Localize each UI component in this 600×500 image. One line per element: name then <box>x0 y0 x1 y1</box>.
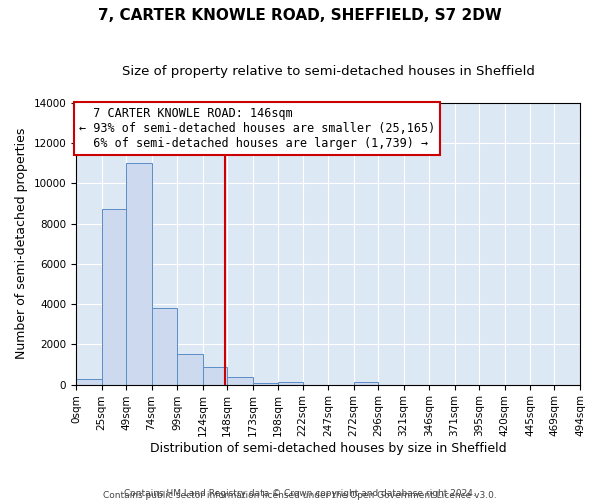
Bar <box>152 308 177 384</box>
Bar <box>76 378 101 384</box>
Text: 7 CARTER KNOWLE ROAD: 146sqm
← 93% of semi-detached houses are smaller (25,165)
: 7 CARTER KNOWLE ROAD: 146sqm ← 93% of se… <box>79 107 435 150</box>
Title: Size of property relative to semi-detached houses in Sheffield: Size of property relative to semi-detach… <box>122 65 535 78</box>
Bar <box>227 377 253 384</box>
Text: Contains public sector information licensed under the Open Government Licence v3: Contains public sector information licen… <box>103 491 497 500</box>
Text: 7, CARTER KNOWLE ROAD, SHEFFIELD, S7 2DW: 7, CARTER KNOWLE ROAD, SHEFFIELD, S7 2DW <box>98 8 502 22</box>
Bar <box>278 382 302 384</box>
Y-axis label: Number of semi-detached properties: Number of semi-detached properties <box>15 128 28 360</box>
Text: Contains HM Land Registry data © Crown copyright and database right 2024.: Contains HM Land Registry data © Crown c… <box>124 488 476 498</box>
X-axis label: Distribution of semi-detached houses by size in Sheffield: Distribution of semi-detached houses by … <box>150 442 506 455</box>
Bar <box>126 163 152 384</box>
Bar <box>353 382 378 384</box>
Bar <box>177 354 203 384</box>
Bar <box>253 382 278 384</box>
Bar <box>203 368 227 384</box>
Bar <box>101 210 126 384</box>
